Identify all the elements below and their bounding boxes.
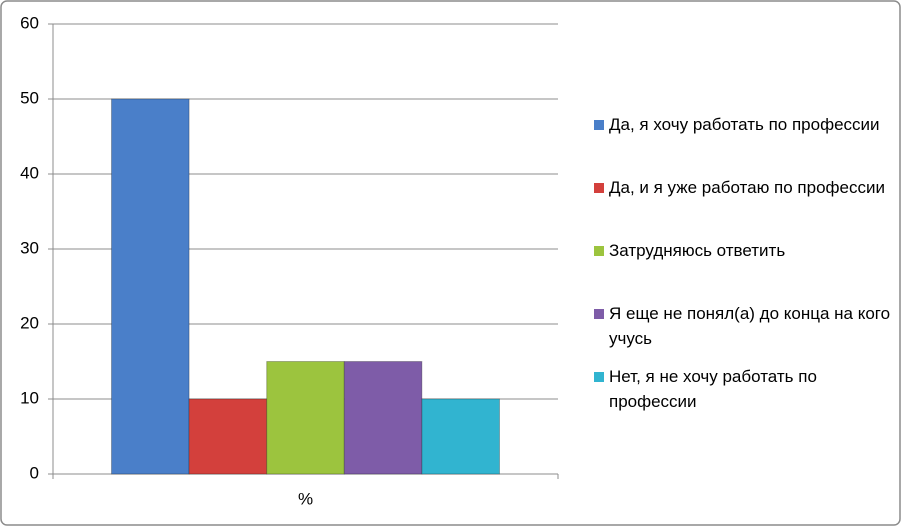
bar — [343, 361, 423, 475]
y-tick-label: 20 — [20, 313, 39, 332]
legend-item: Да, я хочу работать по профессии — [592, 112, 892, 175]
legend-item: Затрудняюсь ответить — [592, 238, 892, 301]
y-tick-label: 0 — [30, 463, 39, 482]
legend-label: Я еще не понял(а) до конца на кого учусь — [609, 304, 891, 348]
y-tick-label: 60 — [20, 13, 39, 32]
y-tick-label: 30 — [20, 238, 39, 257]
legend-label: Нет, я не хочу работать по профессии — [609, 367, 817, 411]
legend-label: Да, я хочу работать по профессии — [609, 115, 880, 134]
legend-item: Я еще не понял(а) до конца на кого учусь — [592, 301, 892, 364]
legend-swatch — [594, 246, 604, 256]
x-tick-label: % — [298, 489, 313, 508]
legend-swatch — [594, 120, 604, 130]
bar — [111, 98, 190, 475]
legend-item: Нет, я не хочу работать по профессии — [592, 364, 892, 427]
y-tick-label: 50 — [20, 88, 39, 107]
y-tick-label: 10 — [20, 388, 39, 407]
y-tick-label: 40 — [20, 163, 39, 182]
legend-swatch — [594, 309, 604, 319]
legend-swatch — [594, 183, 604, 193]
legend-label: Да, и я уже работаю по профессии — [609, 178, 885, 197]
legend-swatch — [594, 372, 604, 382]
legend-item: Да, и я уже работаю по профессии — [592, 175, 892, 238]
bar — [421, 398, 500, 475]
bar — [188, 398, 268, 475]
bar — [266, 361, 345, 475]
legend-label: Затрудняюсь ответить — [609, 241, 786, 260]
legend: Да, я хочу работать по профессии Да, и я … — [592, 112, 892, 427]
